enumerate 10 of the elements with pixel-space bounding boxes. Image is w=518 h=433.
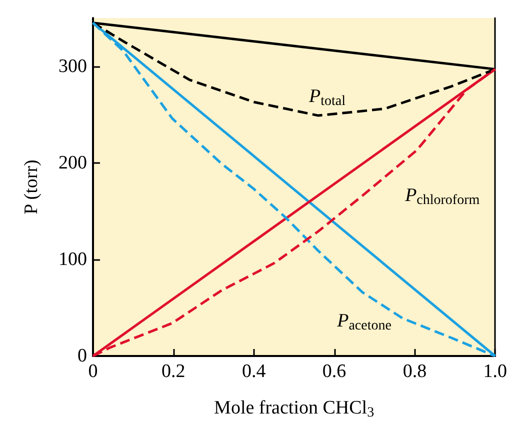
y-axis-title: P (torr) (21, 160, 42, 214)
y-tick-label: 100 (58, 248, 87, 270)
x-tick-label: 0.8 (402, 361, 427, 382)
x-tick-label: 0.6 (322, 361, 346, 382)
x-tick-label: 1.0 (483, 361, 507, 382)
y-tick-label: 0 (78, 346, 87, 366)
y-tick-label: 200 (58, 152, 87, 174)
y-tick-label: 300 (58, 56, 87, 77)
x-tick-label: 0.2 (162, 361, 186, 382)
x-tick-label: 0.4 (242, 361, 266, 382)
